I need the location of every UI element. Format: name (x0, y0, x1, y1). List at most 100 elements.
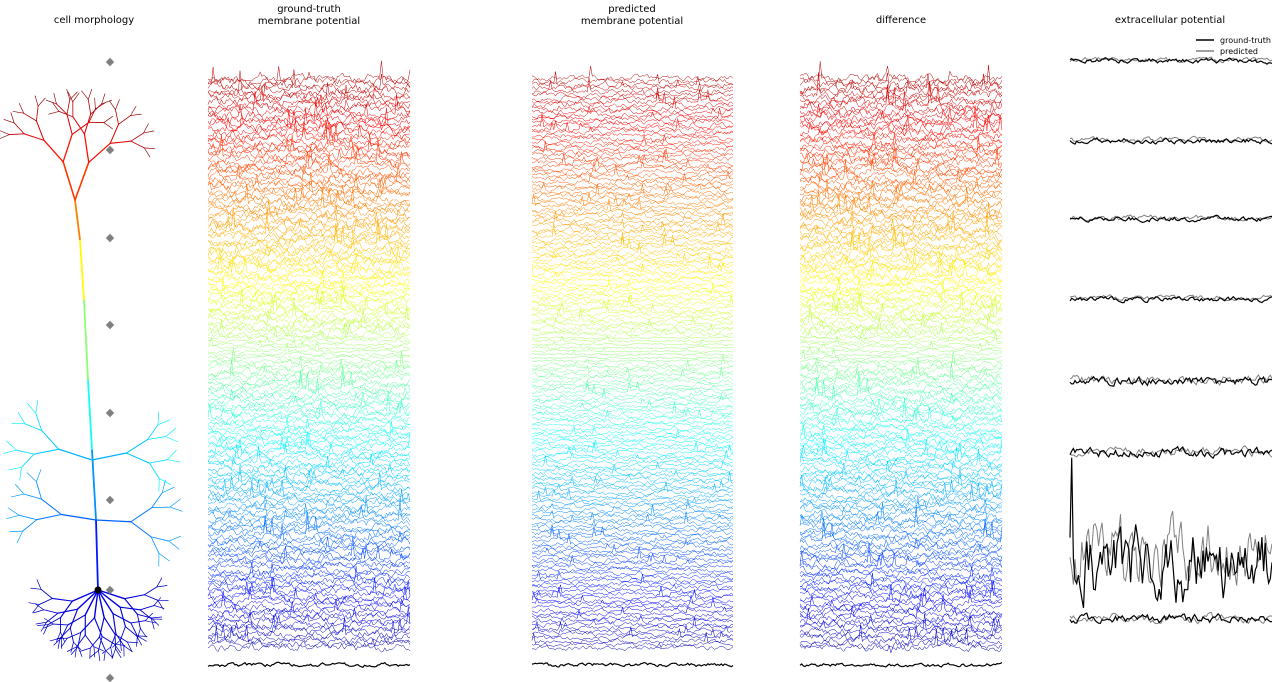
trace (531, 96, 734, 113)
trace (531, 469, 734, 480)
trace (799, 402, 1003, 417)
neurite (157, 419, 171, 426)
trace (799, 313, 1003, 334)
trace (799, 613, 1003, 636)
trace (207, 225, 411, 253)
neurite (43, 623, 54, 629)
neurite (119, 639, 122, 651)
trace (207, 358, 411, 384)
trace (799, 251, 1003, 271)
trace (208, 511, 411, 529)
trace (799, 526, 1003, 550)
neurite (79, 239, 85, 301)
trace (207, 481, 411, 502)
trace (799, 348, 1003, 358)
trace (531, 289, 734, 297)
neurite (12, 111, 25, 114)
neurite (6, 514, 20, 519)
trace (531, 422, 734, 428)
neurite (23, 133, 45, 141)
trace (531, 476, 733, 490)
trace (207, 335, 411, 344)
trace (799, 407, 1003, 428)
trace (531, 279, 734, 288)
trace (531, 141, 734, 153)
trace (207, 421, 411, 438)
neurite (112, 613, 117, 635)
trace (207, 531, 411, 550)
neurite (101, 99, 112, 105)
trace (799, 586, 1003, 599)
trace (531, 328, 734, 339)
neurite (95, 519, 99, 591)
trace (799, 160, 1003, 178)
neurite (91, 449, 97, 521)
trace (207, 400, 411, 422)
trace (799, 398, 1003, 421)
trace (799, 185, 1003, 202)
trace (207, 432, 411, 451)
trace (799, 398, 1003, 415)
neurite (17, 412, 26, 425)
trace (799, 377, 1003, 397)
trace (531, 339, 734, 347)
neurite (40, 498, 62, 516)
trace (207, 277, 411, 297)
trace (207, 123, 411, 152)
neurite (119, 606, 126, 628)
trace (799, 277, 1003, 289)
trace (207, 624, 411, 640)
trace (799, 272, 1003, 287)
neurite (153, 605, 165, 609)
neurite (88, 142, 111, 164)
neurite (103, 122, 113, 130)
trace (531, 121, 734, 136)
trace (531, 518, 734, 530)
trace (531, 441, 734, 457)
trace (207, 323, 411, 341)
legend: ground-truth predicted (1196, 36, 1271, 56)
neurite (74, 161, 90, 201)
trace (799, 427, 1003, 438)
trace (799, 543, 1003, 566)
trace (799, 479, 1003, 498)
trace (531, 256, 734, 267)
trace (207, 355, 411, 364)
neurite (130, 507, 153, 523)
trace (207, 445, 411, 468)
neurite (66, 99, 71, 115)
trace (799, 250, 1003, 276)
trace (207, 391, 411, 414)
trace (531, 110, 734, 122)
trace (207, 210, 411, 240)
neurite (56, 631, 61, 643)
trace (207, 188, 411, 212)
trace (531, 211, 734, 224)
neurite (109, 100, 116, 110)
trace (531, 567, 734, 573)
neurite (148, 462, 160, 479)
trace (207, 557, 411, 570)
neurite (32, 604, 40, 614)
neurite (67, 614, 86, 626)
trace (799, 110, 1003, 128)
trace (799, 624, 1003, 640)
trace (531, 502, 734, 510)
trace (207, 467, 411, 482)
trace (531, 305, 734, 317)
trace (799, 72, 1003, 101)
neurite (19, 466, 22, 481)
trace (799, 642, 1003, 654)
neurite (40, 621, 47, 632)
neurite (93, 646, 96, 658)
neurite (130, 620, 146, 624)
trace (799, 322, 1003, 342)
trace (531, 359, 734, 363)
neurite (114, 643, 121, 654)
neurite (130, 105, 137, 116)
neurite (76, 589, 99, 610)
trace (531, 464, 734, 477)
neurite (97, 589, 114, 615)
trace (207, 230, 411, 258)
neurite (126, 641, 139, 644)
